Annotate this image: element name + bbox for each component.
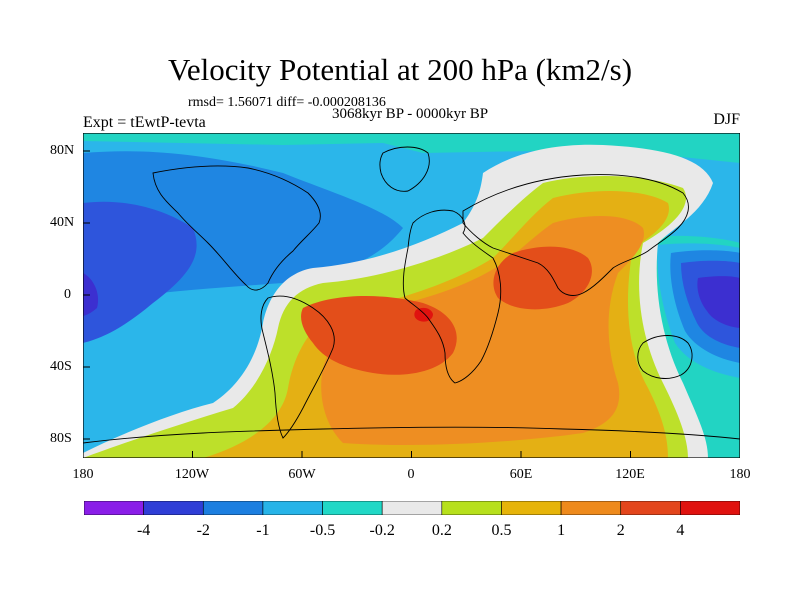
coast-greenland [379, 146, 430, 192]
x-tick-label-120w: 120W [174, 467, 210, 482]
map-title: Velocity Potential at 200 hPa (km2/s) [167, 52, 633, 87]
coast-asia [462, 174, 689, 296]
colorbar-label: 2 [616, 522, 625, 539]
y-tick-label-80s: 80S [50, 431, 72, 446]
coast-europe-africa [402, 209, 502, 384]
colorbar-label: -2 [196, 522, 210, 539]
tick-marks [83, 150, 740, 458]
y-tick-label-0: 0 [64, 287, 71, 302]
colorbar-swatch [143, 501, 204, 515]
colorbar-label: -0.2 [369, 522, 395, 539]
colorbar-swatch [262, 501, 323, 515]
coastlines [83, 146, 740, 444]
colorbar-swatch [202, 501, 264, 515]
colorbar-swatch [381, 501, 443, 515]
x-tick-label-120e: 120E [615, 467, 645, 482]
x-tick-label-60w: 60W [288, 467, 316, 482]
colorbar-label: -4 [136, 522, 151, 539]
colorbar-swatch [680, 501, 740, 515]
colorbar-label: 1 [557, 522, 566, 539]
field-p4-asia [493, 246, 592, 310]
contour-fields [83, 133, 740, 458]
colorbar-label: -0.5 [309, 522, 336, 539]
x-tick-label-180e: 180 [729, 467, 751, 482]
field-m02-north [83, 133, 740, 163]
colorbar-label: 0.5 [491, 522, 512, 539]
season-label: DJF [713, 111, 740, 128]
colorbar-label: 4 [676, 522, 685, 539]
field-m4-west [83, 273, 99, 316]
colorbar-swatch [441, 501, 502, 515]
rmsd-diff-stats: rmsd= 1.56071 diff= -0.000208136 [188, 95, 386, 110]
coast-north-america [152, 165, 321, 291]
time-period-label: 3068kyr BP - 0000kyr BP [331, 106, 489, 122]
field-m4-east [697, 276, 740, 328]
y-tick-label-80n: 80N [50, 143, 75, 158]
velocity-potential-map [83, 133, 740, 458]
colorbar-swatch [501, 501, 562, 515]
colorbar-swatches [84, 501, 740, 515]
field-m2-west [83, 201, 197, 343]
colorbar-label: -1 [256, 522, 270, 539]
colorbar-swatch [620, 501, 681, 515]
experiment-label: Expt = tEwtP-tevta [83, 114, 206, 131]
x-tick-label-180w: 180 [72, 467, 94, 482]
x-tick-label-0: 0 [407, 467, 415, 482]
coast-australia [637, 335, 693, 379]
colorbar [84, 501, 740, 515]
coast-south-america [260, 295, 335, 439]
y-tick-label-40n: 40N [50, 215, 75, 230]
colorbar-swatch [560, 501, 622, 515]
colorbar-label: 0.2 [431, 522, 452, 539]
coast-antarctica [83, 426, 740, 444]
y-tick-label-40s: 40S [50, 359, 72, 374]
colorbar-swatch [322, 501, 383, 515]
x-tick-label-60e: 60E [509, 467, 533, 482]
colorbar-swatch [84, 501, 144, 515]
